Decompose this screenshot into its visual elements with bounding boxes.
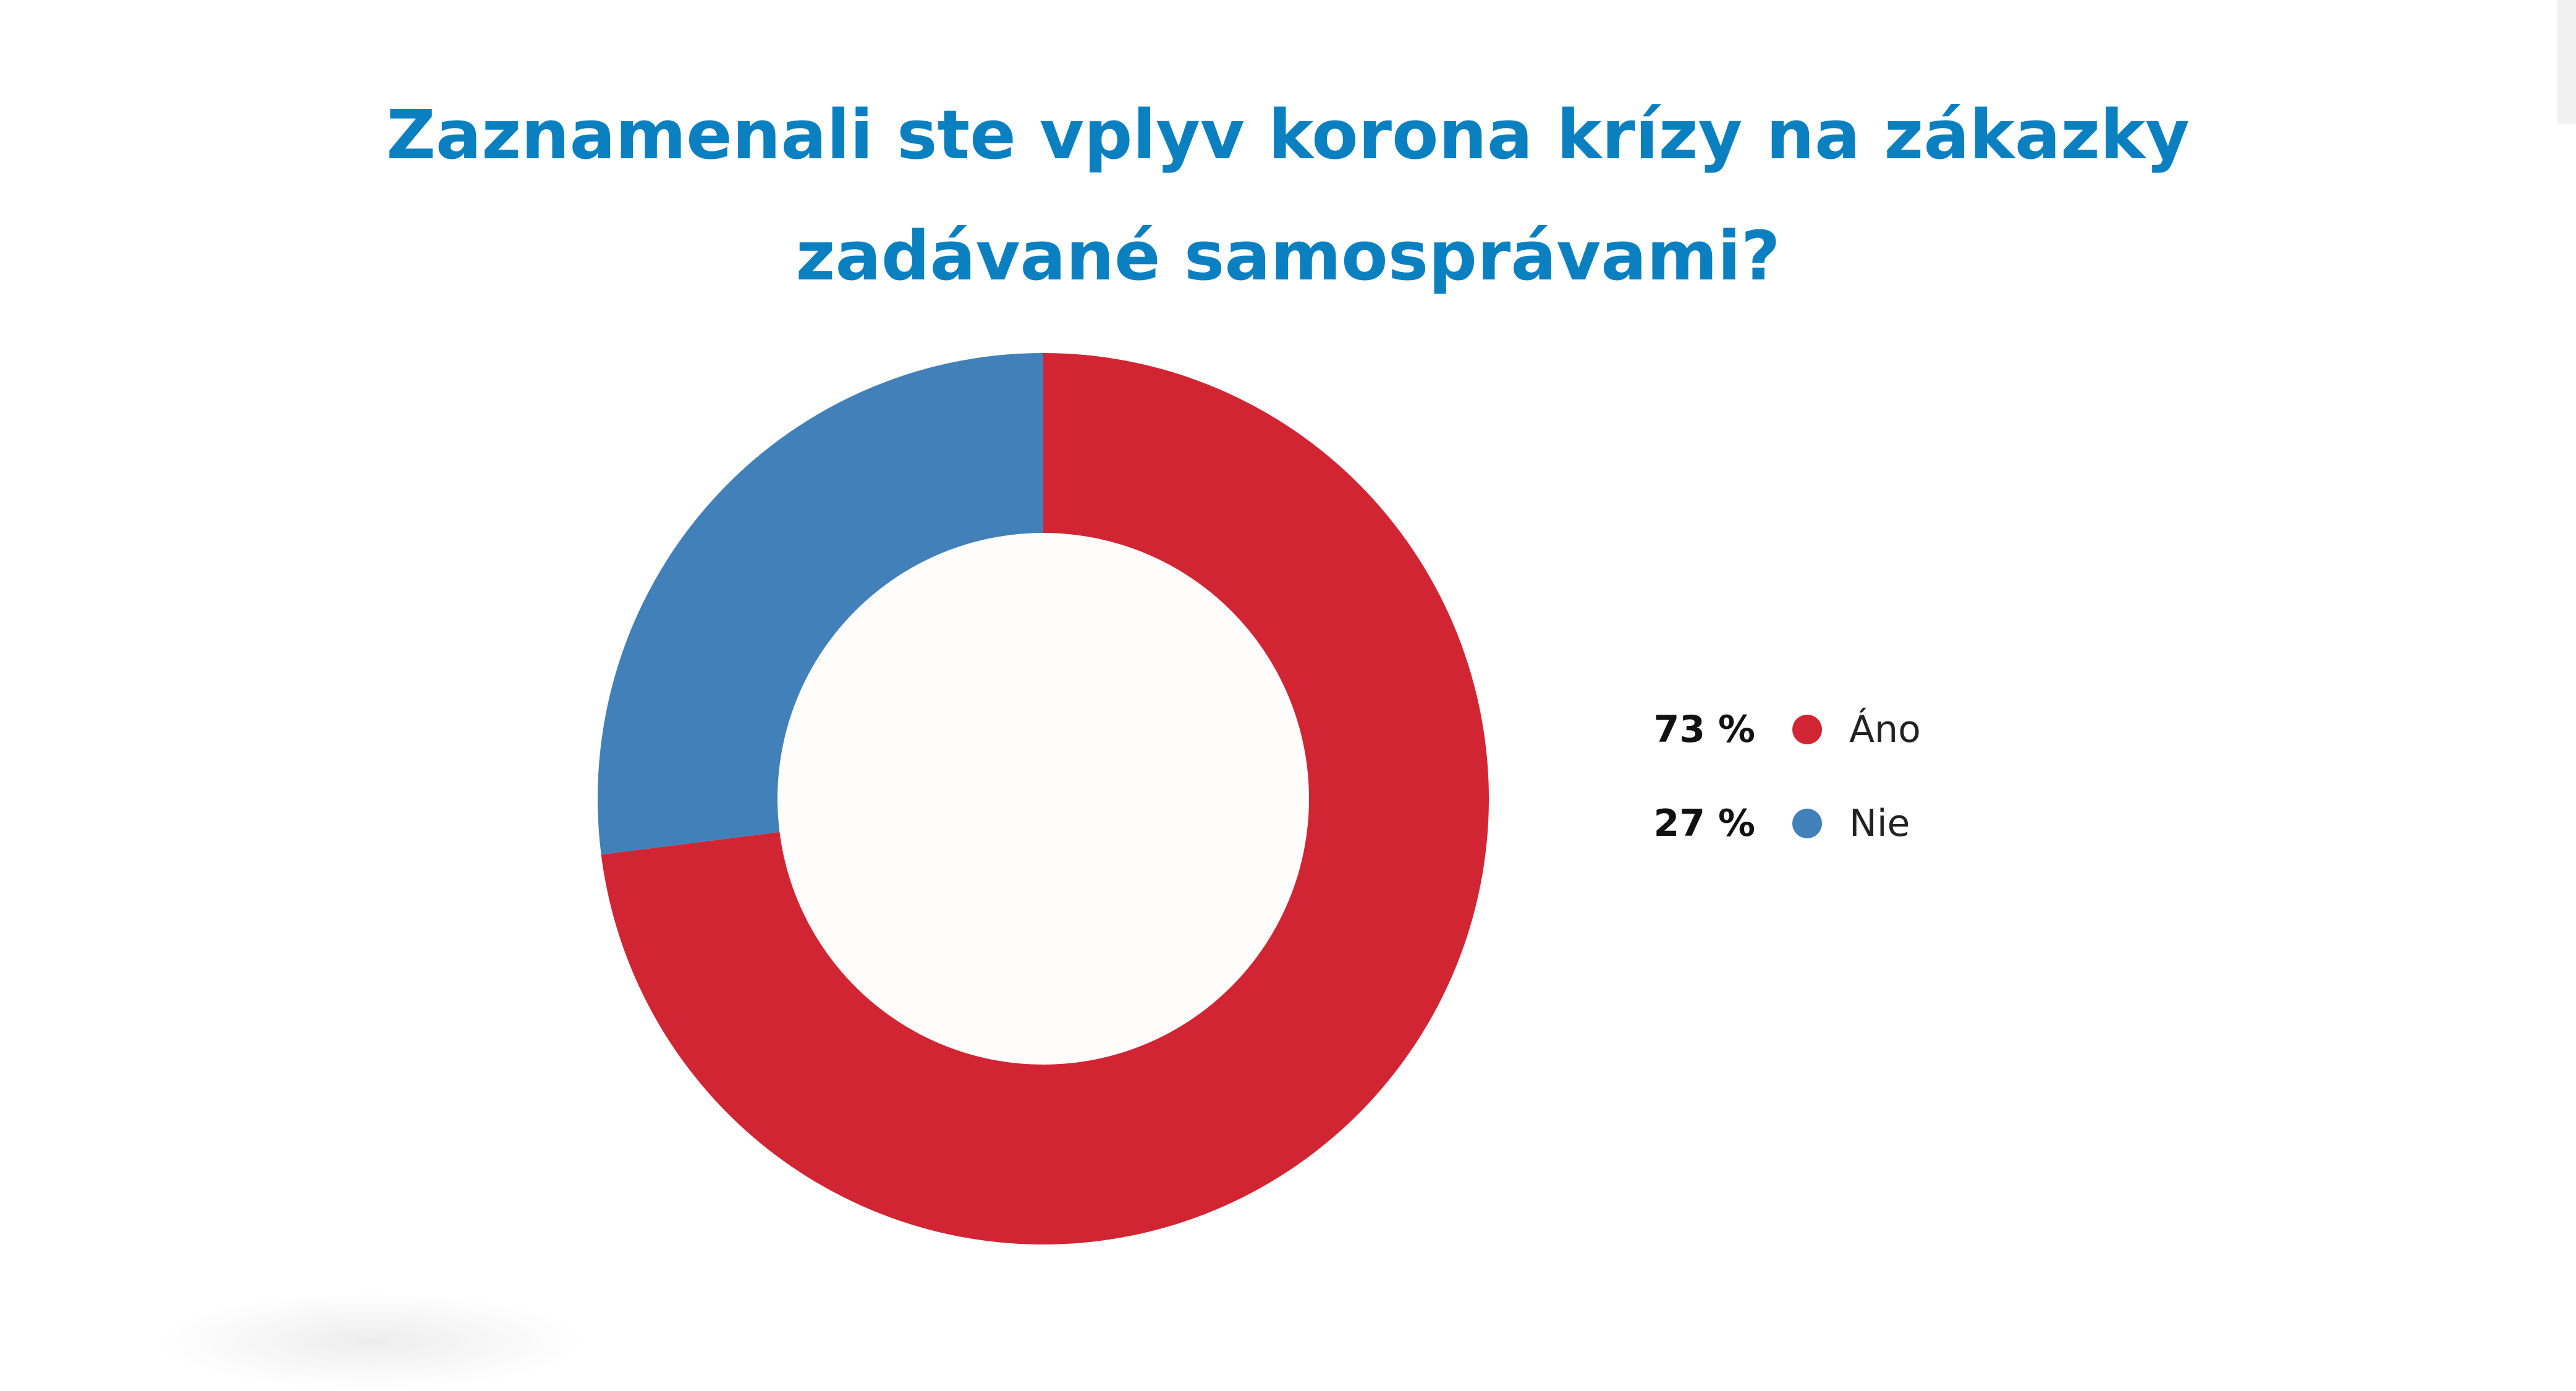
chart-legend: 73 % Áno 27 % Nie — [1582, 699, 2015, 887]
legend-label-nie: Nie — [1849, 802, 1910, 845]
donut-chart — [597, 353, 1489, 1244]
legend-value-nie: 27 % — [1653, 802, 1755, 845]
legend-value-ano: 73 % — [1653, 708, 1755, 751]
legend-label-ano: Áno — [1849, 708, 1921, 751]
chart-title-line-1: Zaznamenali ste vplyv korona krízy na zá… — [386, 95, 2190, 174]
donut-hole — [777, 533, 1309, 1065]
decorative-shadow — [155, 1292, 587, 1391]
legend-marker-ano — [1792, 715, 1822, 744]
scrollbar-track[interactable] — [2557, 0, 2576, 124]
chart-title-line-2: zadávané samosprávami? — [795, 216, 1781, 296]
legend-item-ano[interactable]: 73 % Áno — [1582, 699, 2015, 760]
legend-marker-nie — [1792, 809, 1822, 838]
legend-item-nie[interactable]: 27 % Nie — [1582, 793, 2015, 854]
chart-title: Zaznamenali ste vplyv korona krízy na zá… — [0, 74, 2576, 317]
